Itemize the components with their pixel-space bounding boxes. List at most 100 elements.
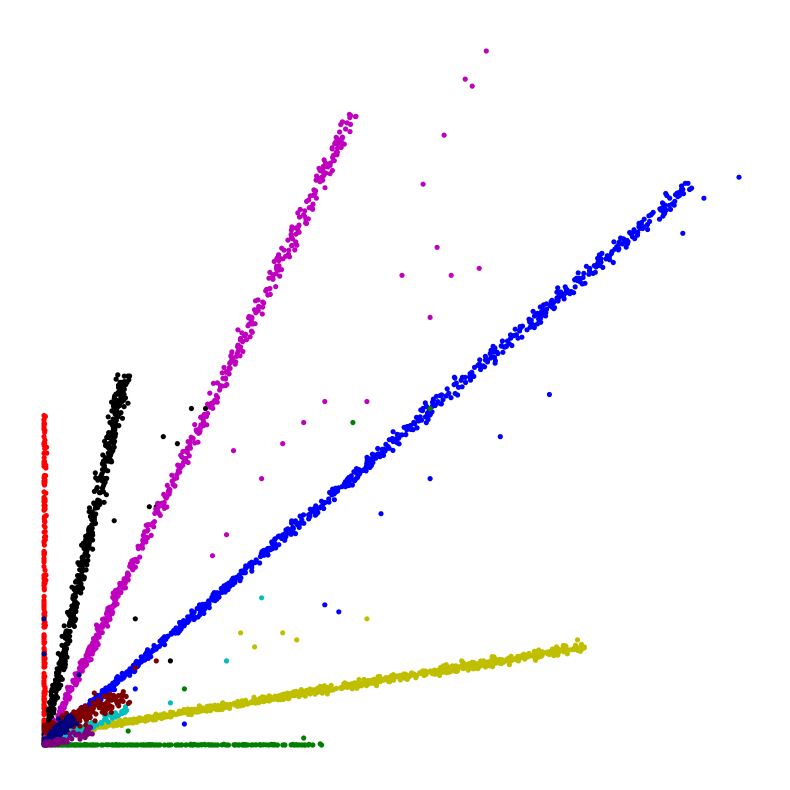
data-point <box>91 488 97 494</box>
data-point <box>517 328 523 334</box>
data-point <box>231 700 237 706</box>
data-point <box>72 711 78 717</box>
data-point <box>403 432 409 438</box>
data-point <box>41 563 47 570</box>
data-point <box>41 412 47 419</box>
data-point <box>41 551 48 557</box>
data-point <box>207 390 213 396</box>
data-point <box>353 475 359 482</box>
data-point <box>83 722 89 728</box>
data-point <box>156 742 163 748</box>
data-point <box>114 391 121 397</box>
data-point <box>493 660 499 666</box>
data-point <box>121 373 127 379</box>
data-point <box>135 546 141 552</box>
data-point <box>108 709 114 716</box>
data-point <box>223 658 230 664</box>
data-point <box>317 176 323 182</box>
data-point <box>219 370 225 376</box>
data-point <box>111 420 118 426</box>
data-point <box>375 445 381 452</box>
data-point <box>296 229 302 235</box>
data-point <box>631 227 637 233</box>
data-point <box>522 656 528 662</box>
data-point <box>185 459 191 466</box>
data-point <box>660 213 666 219</box>
data-point <box>41 575 47 581</box>
data-point <box>334 152 340 158</box>
data-point <box>667 206 674 212</box>
data-point <box>221 364 227 371</box>
data-point <box>478 366 484 373</box>
data-point <box>337 129 343 135</box>
data-point <box>279 245 285 251</box>
data-point <box>41 459 48 465</box>
data-point <box>295 224 301 230</box>
data-point <box>386 437 392 443</box>
data-point <box>549 300 555 306</box>
data-point <box>448 272 454 278</box>
data-point <box>72 579 79 585</box>
data-point <box>530 308 536 314</box>
data-point <box>459 374 465 380</box>
data-point <box>440 397 446 403</box>
data-point <box>235 327 241 333</box>
data-point <box>115 384 122 391</box>
data-point <box>73 608 79 615</box>
data-point <box>682 180 688 186</box>
data-point <box>498 343 504 349</box>
data-point <box>586 268 593 274</box>
data-point <box>435 400 441 406</box>
data-point <box>623 244 629 250</box>
data-point <box>306 514 312 520</box>
data-point <box>41 426 47 433</box>
data-point <box>627 229 633 236</box>
data-point <box>572 277 578 283</box>
data-point <box>87 742 93 748</box>
data-point <box>463 379 469 386</box>
data-point <box>139 742 145 748</box>
data-point <box>225 586 231 592</box>
data-point <box>387 678 393 685</box>
data-point <box>288 227 294 233</box>
data-point <box>280 532 287 538</box>
data-point <box>79 542 85 548</box>
data-point <box>562 284 568 290</box>
data-point <box>272 536 278 542</box>
data-point <box>549 304 555 310</box>
data-point <box>461 665 467 671</box>
data-point <box>465 667 471 673</box>
data-point <box>362 680 368 686</box>
data-point <box>83 567 89 573</box>
data-point <box>555 285 561 291</box>
data-point <box>346 478 352 484</box>
data-point <box>41 695 47 702</box>
data-point <box>106 430 112 436</box>
data-point <box>640 224 647 230</box>
data-point <box>476 660 482 666</box>
data-point <box>124 379 130 385</box>
data-point <box>394 431 400 437</box>
data-point <box>257 742 263 748</box>
data-point <box>230 448 237 454</box>
data-point <box>80 664 86 671</box>
data-point <box>333 685 339 691</box>
data-point <box>102 479 108 485</box>
data-point <box>506 659 512 665</box>
data-point <box>437 672 443 679</box>
data-point <box>112 595 118 601</box>
data-point <box>41 489 47 495</box>
data-point <box>118 410 124 416</box>
data-point <box>70 716 76 723</box>
data-point <box>546 649 553 655</box>
data-point <box>44 725 50 731</box>
data-point <box>79 658 85 664</box>
data-point <box>396 441 402 447</box>
data-point <box>145 527 151 533</box>
data-point <box>322 160 328 166</box>
data-point <box>286 247 292 253</box>
data-point <box>78 576 85 582</box>
data-point <box>55 695 61 701</box>
data-point <box>420 181 426 187</box>
data-point <box>336 609 342 615</box>
